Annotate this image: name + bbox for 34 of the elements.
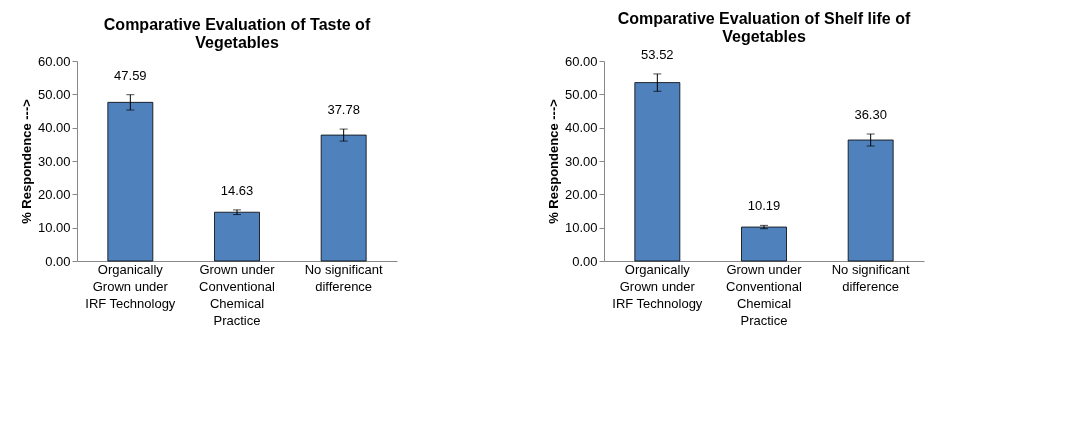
y-tick-label: 40.00	[564, 120, 598, 136]
x-tick-label: Organically Grown under IRF Technology	[85, 261, 176, 311]
y-axis-title: % Respondence --->	[18, 98, 34, 224]
y-tick-label: 30.00	[564, 153, 598, 169]
x-tick-label: Organically Grown under IRF Technology	[612, 261, 703, 311]
chart-title: Comparative Evaluation of Shelf life of Vegetables	[617, 9, 911, 45]
x-tick-label: Grown under Conventional Chemical Practice	[726, 261, 803, 328]
y-tick-label: 60.00	[37, 53, 71, 69]
bar	[847, 139, 894, 262]
y-tick-label: 0.00	[572, 253, 598, 269]
y-tick-label: 40.00	[37, 120, 71, 136]
y-axis-title: % Respondence --->	[545, 98, 561, 224]
bar	[214, 211, 260, 262]
data-label: 14.63	[220, 182, 254, 198]
data-label: 53.52	[641, 46, 674, 62]
y-tick-label: 30.00	[37, 153, 71, 169]
x-tick-label: Grown under Conventional Chemical Practice	[199, 261, 276, 328]
y-tick-label: 60.00	[564, 53, 598, 69]
y-tick-label: 50.00	[37, 86, 71, 102]
data-label: 10.19	[747, 198, 781, 214]
y-tick-label: 10.00	[564, 220, 598, 236]
y-tick-label: 20.00	[564, 186, 598, 202]
y-tick-label: 20.00	[37, 186, 71, 202]
y-tick-label: 0.00	[45, 253, 71, 269]
x-tick-label: No significant difference	[304, 261, 384, 294]
y-tick-label: 50.00	[564, 86, 598, 102]
y-tick-label: 10.00	[37, 220, 71, 236]
x-tick-label: No significant difference	[831, 261, 911, 294]
data-label: 36.30	[854, 107, 887, 122]
bar	[320, 134, 367, 262]
chart-title: Comparative Evaluation of Taste of Vegetables	[103, 16, 371, 51]
bar	[741, 226, 787, 262]
data-label: 37.78	[327, 102, 360, 118]
data-label: 47.59	[114, 67, 147, 83]
